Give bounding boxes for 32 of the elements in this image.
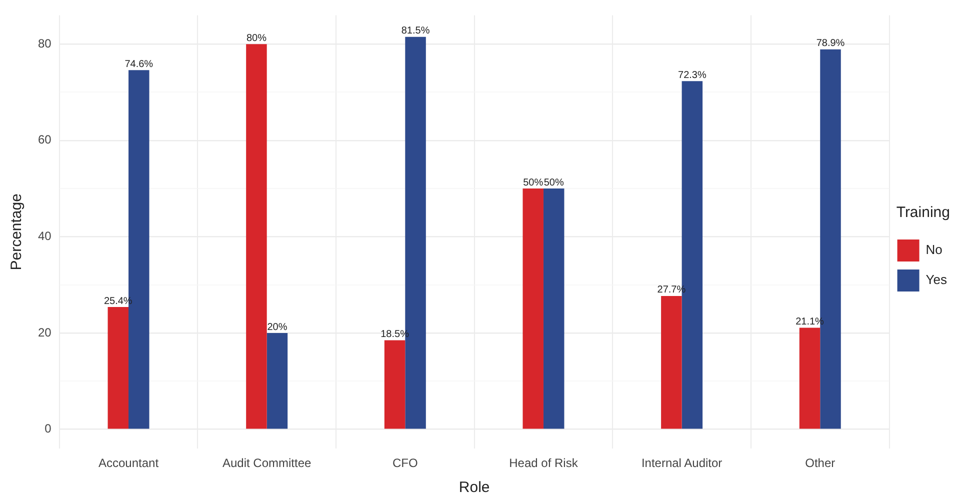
legend-label: Yes — [926, 272, 948, 288]
bar — [384, 340, 406, 429]
bar — [799, 328, 820, 429]
x-tick-label: Accountant — [98, 456, 160, 470]
bar — [266, 333, 288, 429]
y-tick-label: 40 — [38, 229, 52, 244]
bar — [108, 307, 129, 429]
bar — [661, 296, 682, 429]
x-tick-label: Audit Committee — [222, 456, 312, 470]
x-axis-title: Role — [458, 479, 490, 496]
data-label: 81.5% — [401, 26, 430, 37]
data-label: 74.6% — [124, 58, 154, 70]
y-tick-label: 20 — [38, 325, 52, 340]
data-label: 20% — [267, 322, 288, 333]
data-label: 80% — [246, 32, 267, 44]
y-tick-label: 60 — [38, 132, 52, 147]
data-label: 72.3% — [678, 70, 706, 81]
x-tick-label: Other — [805, 456, 836, 470]
legend-title: Training — [896, 204, 950, 222]
data-label: 78.9% — [816, 38, 845, 50]
y-tick-label: 0 — [44, 422, 52, 436]
y-tick-label: 80 — [38, 36, 52, 50]
x-tick-label: CFO — [392, 456, 418, 470]
x-tick-label: Internal Auditor — [641, 456, 722, 470]
data-label: 50% — [544, 177, 564, 188]
bar — [246, 44, 267, 429]
data-label: 50% — [523, 177, 544, 188]
x-tick-label: Head of Risk — [509, 456, 579, 470]
bar — [522, 188, 544, 429]
legend-label: No — [926, 242, 942, 258]
bar — [543, 188, 564, 429]
y-axis-title: Percentage — [8, 194, 26, 270]
